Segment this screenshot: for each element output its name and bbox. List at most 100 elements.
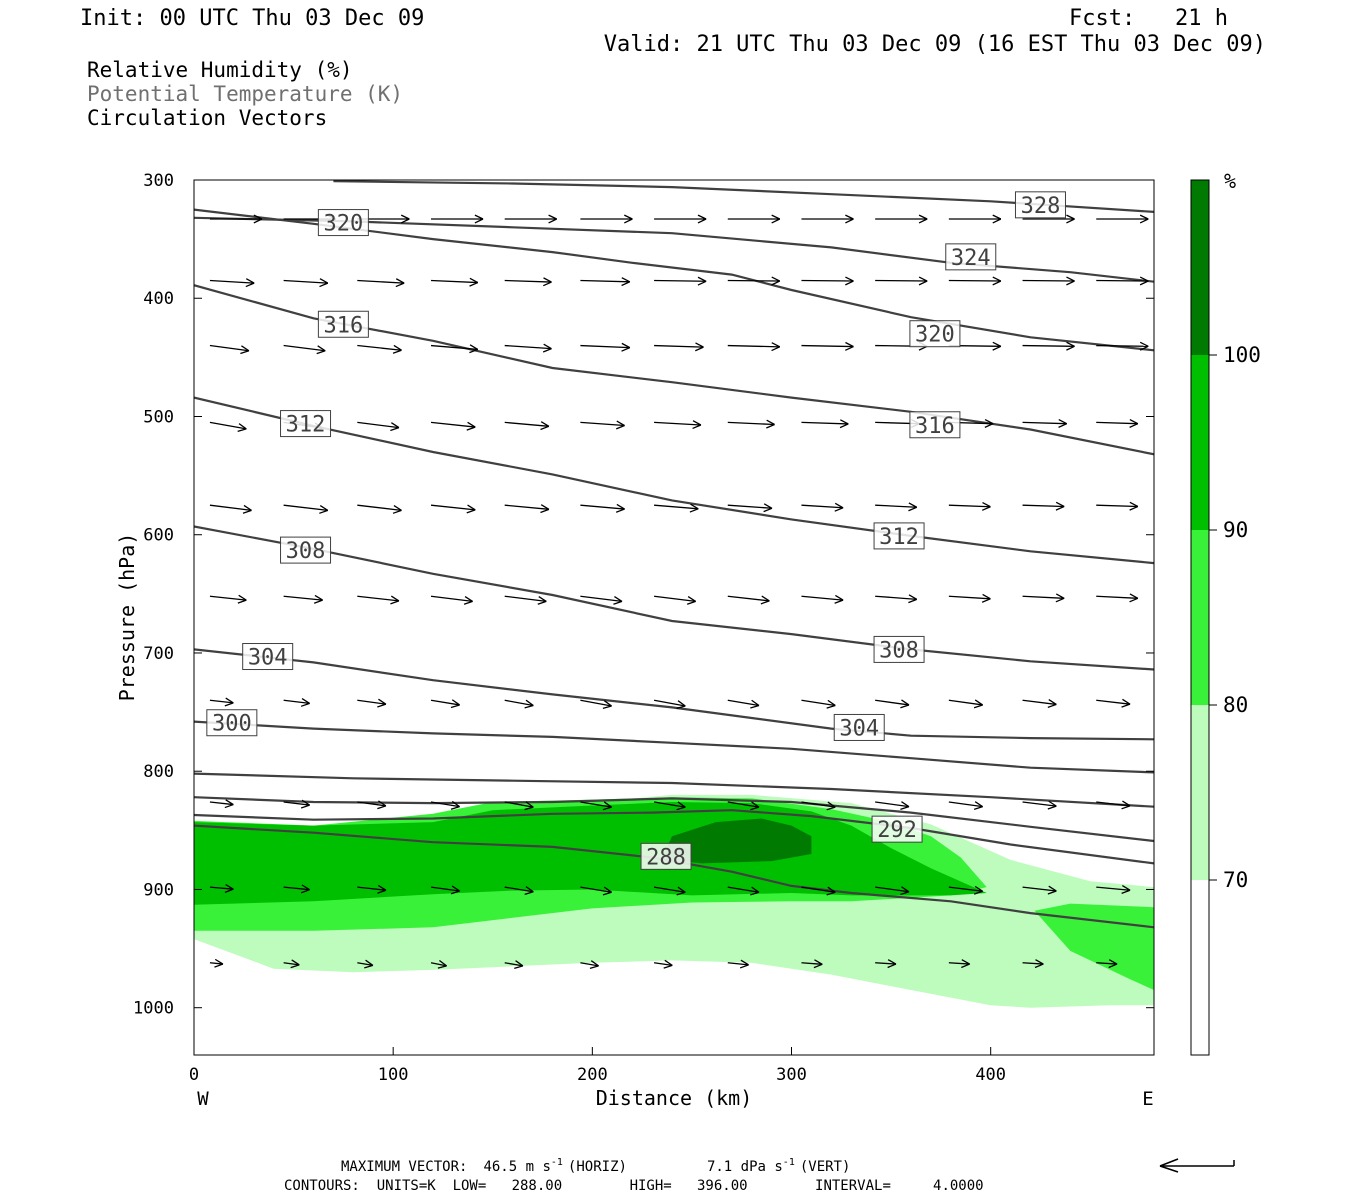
vector-arrow — [430, 277, 479, 287]
vector-arrow — [654, 595, 697, 605]
theta-label-304: 304 — [833, 713, 885, 741]
vector-arrow — [727, 801, 760, 811]
theta-contour-288 — [194, 824, 1154, 929]
vector-arrow — [1022, 593, 1065, 603]
vector-arrow — [948, 885, 984, 895]
x-axis-east-label: E — [1142, 1088, 1153, 1110]
vector-arrow — [580, 420, 625, 430]
vector-arrow — [653, 699, 686, 710]
vector-arrow — [580, 801, 612, 811]
vector-arrow — [504, 421, 550, 431]
vector-arrow — [1096, 698, 1131, 708]
vector-arrow — [948, 593, 991, 603]
vector-arrow — [801, 276, 854, 286]
theta-label-288: 288 — [640, 842, 692, 870]
theta-label-320: 320 — [317, 209, 369, 237]
legend-rh: Relative Humidity (%) — [87, 58, 353, 82]
x-tick-label: 400 — [975, 1065, 1006, 1085]
vector-arrow — [654, 214, 707, 224]
vector-arrow — [801, 699, 836, 709]
rh-fill-layer — [194, 794, 1154, 1008]
vector-arrow — [283, 799, 310, 809]
axis-layer: 0 100 200 300 400 300 400 500 600 700 800 900 1000 — [133, 171, 1154, 1085]
theta-label-324: 324 — [945, 243, 997, 271]
vector-arrow — [430, 699, 460, 709]
vector-arrow — [875, 594, 918, 604]
vector-arrow — [209, 883, 234, 893]
vector-arrow — [948, 276, 1002, 286]
theta-label-308: 308 — [280, 536, 332, 564]
x-axis-west-label: W — [197, 1088, 209, 1110]
y-tick-label: 300 — [143, 171, 174, 191]
vector-arrow — [209, 958, 224, 968]
colorbar-segment — [1191, 705, 1209, 880]
y-tick-label: 600 — [143, 526, 174, 546]
theta-label-312: 312 — [280, 410, 332, 438]
svg-text:304: 304 — [839, 716, 879, 741]
vector-arrow — [727, 342, 781, 352]
legend-theta: Potential Temperature (K) — [87, 82, 403, 106]
theta-contour-312 — [194, 396, 1154, 565]
reference-vector — [1159, 1158, 1235, 1173]
valid-time: Valid: 21 UTC Thu 03 Dec 09 (16 EST Thu … — [604, 32, 1266, 57]
contour-label-layer: 288 292 300 304 304 308 308 312 312 316 316 320 320 3… — [206, 191, 1066, 870]
vector-arrow — [357, 421, 400, 432]
vector-arrow — [209, 214, 263, 224]
colorbar-segment — [1191, 180, 1209, 355]
vector-arrow — [1022, 699, 1057, 708]
vector-arrow — [801, 214, 854, 224]
theta-contour-299 — [194, 772, 1154, 808]
vector-arrow — [357, 504, 402, 514]
vector-arrow — [357, 800, 387, 810]
vector-arrow — [875, 801, 910, 811]
vector-arrow — [948, 801, 984, 811]
forecast-hour: Fcst: 21 h — [1069, 6, 1228, 31]
vector-arrow — [875, 502, 918, 512]
colorbar-label: 90 — [1223, 518, 1248, 542]
vector-arrow — [283, 278, 329, 288]
theta-contour-292 — [194, 809, 1154, 865]
theta-contour-324 — [194, 216, 1154, 283]
svg-text:288: 288 — [646, 845, 686, 870]
svg-text:300: 300 — [212, 712, 252, 737]
svg-text:316: 316 — [915, 414, 955, 439]
theta-contour-316 — [194, 284, 1154, 456]
vector-arrow — [875, 214, 928, 224]
vector-arrow — [654, 276, 707, 286]
vector-arrow — [875, 959, 897, 969]
vector-arrow — [1096, 593, 1139, 603]
footer-max-vector: MAXIMUM VECTOR: 46.5 m s-1 (HORIZ) 7.1 dPa … — [341, 1157, 850, 1175]
svg-text:292: 292 — [877, 818, 917, 843]
footer-contours: CONTOURS: UNITS=K LOW= 288.00 HIGH= 396.… — [284, 1178, 984, 1194]
colorbar: 100 90 80 70 — [1190, 179, 1261, 1056]
vector-arrow — [357, 278, 405, 288]
vector-arrow — [653, 959, 673, 969]
vector-arrow — [283, 697, 310, 707]
vector-arrow — [580, 277, 631, 287]
y-tick-label: 1000 — [133, 999, 174, 1019]
theta-label-292: 292 — [871, 815, 923, 843]
vector-arrow — [209, 799, 234, 809]
vector-arrow — [580, 960, 599, 970]
vector-arrow — [1022, 501, 1065, 511]
vector-arrow — [727, 595, 770, 605]
vector-arrow — [431, 214, 484, 224]
x-tick-label: 0 — [189, 1065, 199, 1085]
vector-arrow — [948, 699, 984, 709]
theta-label-304: 304 — [242, 643, 294, 671]
svg-text:320: 320 — [915, 323, 955, 348]
vector-arrow — [430, 421, 476, 431]
vector-arrow — [1096, 418, 1139, 428]
vector-arrow — [357, 698, 387, 708]
svg-text:304: 304 — [248, 646, 288, 671]
x-tick-label: 100 — [378, 1065, 409, 1085]
vector-arrow — [209, 504, 252, 514]
theta-label-316: 316 — [317, 310, 369, 338]
vector-arrow — [1096, 214, 1149, 224]
vector-arrow — [801, 502, 844, 512]
vector-arrow — [653, 886, 686, 896]
vector-arrow — [283, 594, 323, 604]
vector-arrow — [727, 276, 781, 286]
vector-arrow — [654, 342, 704, 352]
